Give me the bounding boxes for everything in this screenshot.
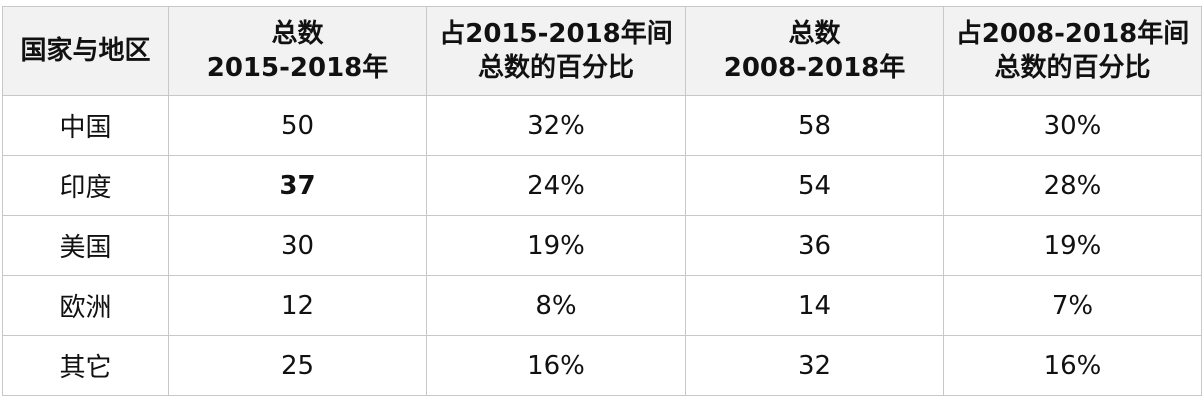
header-cell: 占2015-2018年间 总数的百分比 (426, 6, 686, 96)
table-body: 中国 50 32% 58 30% 印度 37 24% 54 28% 美国 30 19% 36 19% 欧洲 12… (2, 95, 1202, 396)
header-text: 总数 (271, 19, 324, 49)
value-cell: 7% (943, 275, 1202, 336)
value-cell: 16% (426, 335, 686, 396)
value-cell: 30 (168, 215, 427, 276)
value-cell: 54 (685, 155, 944, 216)
header-text: 2008-2018年 (723, 53, 906, 83)
region-cell: 中国 (2, 95, 169, 156)
value-cell: 30% (943, 95, 1202, 156)
header-text: 占2008-2018年间 (955, 19, 1190, 49)
table-row: 美国 30 19% 36 19% (2, 215, 1202, 276)
table-row: 欧洲 12 8% 14 7% (2, 275, 1202, 336)
table-row: 其它 25 16% 32 16% (2, 335, 1202, 396)
value-cell: 19% (943, 215, 1202, 276)
header-row: 国家与地区 总数 2015-2018年 占2015-2018年间 总数的百分比 总数 200… (2, 6, 1202, 96)
header-text: 2015-2018年 (206, 53, 389, 83)
value-cell: 19% (426, 215, 686, 276)
region-cell: 美国 (2, 215, 169, 276)
value-cell: 12 (168, 275, 427, 336)
value-cell: 36 (685, 215, 944, 276)
header-text: 占2015-2018年间 (439, 19, 673, 49)
table-row: 中国 50 32% 58 30% (2, 95, 1202, 156)
header-text: 总数的百分比 (477, 53, 634, 83)
value-cell: 28% (943, 155, 1202, 216)
header-cell: 总数 2008-2018年 (685, 6, 944, 96)
value-cell: 32 (685, 335, 944, 396)
value-cell: 25 (168, 335, 427, 396)
region-cell: 印度 (2, 155, 169, 216)
table-header: 国家与地区 总数 2015-2018年 占2015-2018年间 总数的百分比 总数 200… (2, 6, 1202, 96)
region-cell: 欧洲 (2, 275, 169, 336)
value-cell: 58 (685, 95, 944, 156)
value-cell: 8% (426, 275, 686, 336)
value-cell: 37 (168, 155, 427, 216)
header-cell: 占2008-2018年间 总数的百分比 (943, 6, 1202, 96)
region-cell: 其它 (2, 335, 169, 396)
value-cell: 16% (943, 335, 1202, 396)
header-text: 总数的百分比 (994, 53, 1151, 83)
header-text: 总数 (788, 19, 841, 49)
value-cell: 24% (426, 155, 686, 216)
table-row: 印度 37 24% 54 28% (2, 155, 1202, 216)
data-table: 国家与地区 总数 2015-2018年 占2015-2018年间 总数的百分比 总数 200… (2, 6, 1202, 396)
header-text: 国家与地区 (20, 36, 151, 66)
value-cell: 14 (685, 275, 944, 336)
value-cell: 50 (168, 95, 427, 156)
header-cell: 总数 2015-2018年 (168, 6, 427, 96)
header-cell: 国家与地区 (2, 6, 169, 96)
value-cell: 32% (426, 95, 686, 156)
